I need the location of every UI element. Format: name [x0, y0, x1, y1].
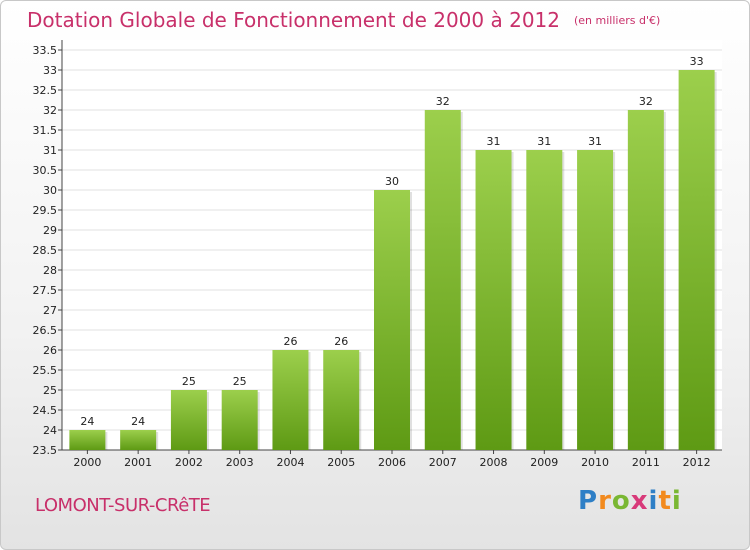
y-tick-label: 31 — [43, 144, 57, 157]
y-tick-label: 30.5 — [33, 164, 58, 177]
bar — [577, 150, 614, 450]
bar — [323, 350, 360, 450]
y-tick-label: 32.5 — [33, 84, 58, 97]
y-tick-label: 32 — [43, 104, 57, 117]
x-tick-label: 2001 — [124, 456, 152, 469]
proxiti-logo: Proxiti — [578, 486, 682, 516]
bar — [120, 430, 157, 450]
x-tick-label: 2007 — [429, 456, 457, 469]
x-tick-label: 2004 — [276, 456, 304, 469]
bar-value-label: 30 — [385, 175, 399, 188]
bar — [678, 70, 715, 450]
y-tick-label: 26.5 — [33, 324, 58, 337]
bar-value-label: 25 — [182, 375, 196, 388]
bar-value-label: 31 — [588, 135, 602, 148]
y-tick-label: 24 — [43, 424, 57, 437]
bar-value-label: 32 — [436, 95, 450, 108]
x-tick-label: 2002 — [175, 456, 203, 469]
bar-value-label: 26 — [283, 335, 297, 348]
chart-title: Dotation Globale de Fonctionnement de 20… — [27, 8, 660, 32]
bar-value-label: 24 — [80, 415, 94, 428]
y-tick-label: 33.5 — [33, 44, 58, 57]
logo-letter: r — [598, 486, 612, 516]
commune-name: LOMONT-SUR-CRêTE — [35, 495, 211, 516]
bar-value-label: 31 — [487, 135, 501, 148]
y-tick-label: 26 — [43, 344, 57, 357]
x-tick-label: 2008 — [480, 456, 508, 469]
logo-letter: t — [658, 486, 672, 516]
y-tick-label: 30 — [43, 184, 57, 197]
logo-letter: x — [630, 486, 649, 516]
bar — [221, 390, 258, 450]
bar-value-label: 32 — [639, 95, 653, 108]
x-tick-label: 2012 — [683, 456, 711, 469]
y-tick-label: 31.5 — [33, 124, 58, 137]
x-tick-label: 2003 — [226, 456, 254, 469]
bar — [170, 390, 207, 450]
bar — [424, 110, 461, 450]
bar-value-label: 31 — [537, 135, 551, 148]
y-tick-label: 29 — [43, 224, 57, 237]
y-tick-label: 33 — [43, 64, 57, 77]
y-tick-label: 25.5 — [33, 364, 58, 377]
x-tick-label: 2011 — [632, 456, 660, 469]
bar — [627, 110, 664, 450]
chart-subtitle: (en milliers d'€) — [574, 14, 661, 27]
y-tick-label: 29.5 — [33, 204, 58, 217]
title-text: Dotation Globale de Fonctionnement de 20… — [27, 8, 560, 32]
bar-value-label: 25 — [233, 375, 247, 388]
y-tick-label: 27.5 — [33, 284, 58, 297]
x-tick-label: 2010 — [581, 456, 609, 469]
bar — [272, 350, 309, 450]
y-tick-label: 27 — [43, 304, 57, 317]
y-tick-label: 28.5 — [33, 244, 58, 257]
logo-letter: P — [578, 486, 599, 516]
x-tick-label: 2005 — [327, 456, 355, 469]
bar-value-label: 26 — [334, 335, 348, 348]
y-tick-label: 25 — [43, 384, 57, 397]
bar-value-label: 33 — [690, 55, 704, 68]
logo-letter: o — [611, 486, 631, 516]
y-tick-label: 24.5 — [33, 404, 58, 417]
bar — [526, 150, 563, 450]
bar — [69, 430, 106, 450]
bar-value-label: 24 — [131, 415, 145, 428]
y-tick-label: 28 — [43, 264, 57, 277]
bar — [374, 190, 410, 450]
logo-letter: i — [671, 486, 682, 516]
x-tick-label: 2006 — [378, 456, 406, 469]
bar — [475, 150, 512, 450]
x-tick-label: 2000 — [73, 456, 101, 469]
logo-letter: i — [648, 486, 659, 516]
y-tick-label: 23.5 — [33, 444, 58, 457]
x-tick-label: 2009 — [530, 456, 558, 469]
